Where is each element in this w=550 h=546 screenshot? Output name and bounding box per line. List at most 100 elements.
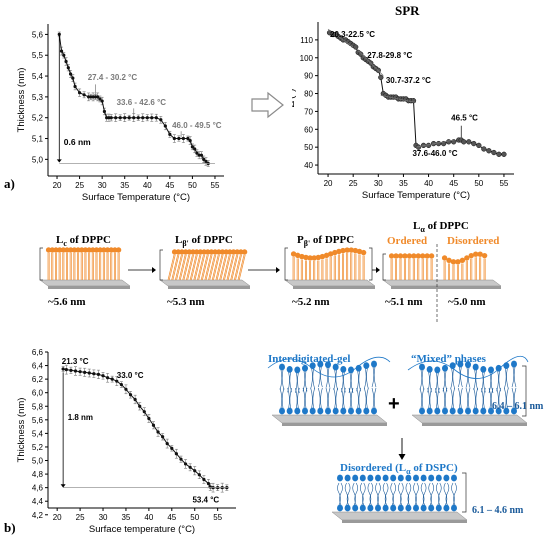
lipid-tail [190,254,198,281]
lipid-head [302,407,308,415]
lipid-tail [390,482,394,506]
data-point [481,146,487,152]
lipid-tail [427,372,430,393]
lipid-head [472,407,479,415]
data-point [353,44,359,50]
lipid-head [359,474,366,482]
lipid-tail [453,482,457,506]
lipid-head [241,249,248,255]
data-point [197,153,201,157]
lipid-tail [443,482,448,506]
substrate [411,414,528,424]
lipid-head [406,253,413,259]
lipid-head [488,366,494,374]
lipid-head [459,257,466,264]
y-tick-label: 5,0 [32,457,44,466]
data-point [186,136,190,141]
data-point [208,485,212,489]
lipid-tail [213,254,220,281]
lipid-tail [511,366,515,388]
data-point [168,132,172,136]
lipid-head [317,360,324,368]
lipid-tail [369,482,374,506]
right-arrow-icon [251,91,284,119]
data-point [101,374,105,378]
lipid-tail [304,371,308,392]
lipid-head [411,253,417,259]
lipid-head [325,407,331,415]
annotation-range-4: 37.6-46.0 °C [412,149,457,158]
data-point [461,139,467,145]
lipid-tail [473,387,476,409]
lipid-head [382,474,389,482]
lipid-head [405,504,412,512]
lipid-tail [182,254,190,281]
disordered-range-label: 6.1 – 4.6 nm [472,505,524,516]
lipid-tail [465,387,469,409]
lipid-tail [327,387,331,409]
substrate-edge [168,286,250,289]
lipid-tail [419,387,423,409]
data-point [102,109,107,114]
data-point [193,147,197,151]
lipid-tail [233,254,241,281]
lipid-tail [219,254,226,281]
lipid-head [435,504,442,512]
lipid-head [332,249,338,256]
lipid-tail [187,254,194,281]
data-point [96,95,100,99]
lipid-head [323,252,330,259]
cover-wave [407,355,529,379]
lipid-head [348,407,354,415]
lipid-tail [366,387,369,409]
data-point [119,382,123,387]
lipid-head [457,407,464,415]
lipid-head [337,474,343,482]
lipid-head [426,365,433,373]
lipid-tail [400,482,404,506]
lipid-head [413,504,419,512]
data-point [93,95,97,99]
data-point [89,95,93,99]
lipid-tail [205,254,213,281]
annotation-end: 53.4 °C [192,496,219,505]
chart-b-spr-delta: 20 25 30 35 40 45 50 55 40 50 60 70 80 90 100 110 Surfac… [292,22,514,201]
y-axis-label: Thickness (nm) [16,398,27,463]
x-tick-label: 25 [75,181,84,190]
lipid-head [442,407,448,415]
data-point [66,66,70,70]
lipid-head [468,252,474,259]
annotation-0.6nm: 0.6 nm [64,137,91,147]
lipid-head [348,247,354,253]
y-tick-label: 40 [304,161,313,170]
lipid-head [375,474,381,482]
y-tick-label: 5,4 [32,429,44,438]
x-tick-label: 35 [120,181,129,190]
lipid-tail [224,254,231,281]
x-tick-label: 25 [76,513,85,522]
lipid-tail [167,254,175,281]
data-point [476,142,482,149]
thickness-la-ordered: ~5.1 nm [385,296,423,308]
lipid-tail [222,254,230,281]
series-line [329,32,504,155]
lipid-tail [171,254,179,281]
lipid-tail [358,371,361,392]
data-point [123,116,127,120]
lipid-head [477,251,483,257]
lipid-tail [407,482,412,506]
fit-line [415,139,454,148]
data-point [109,116,113,120]
lipid-tail [172,254,180,281]
substrate-edge [391,286,501,289]
thickness-bracket [522,365,527,417]
data-point [378,74,384,81]
lipid-head [428,504,435,512]
data-point [199,153,204,157]
lipid-tail [235,254,242,281]
lipid-head [472,363,479,371]
data-point [172,136,176,141]
data-point [206,481,211,486]
y-tick-label: 6,6 [32,348,44,357]
lipid-head [295,252,301,259]
